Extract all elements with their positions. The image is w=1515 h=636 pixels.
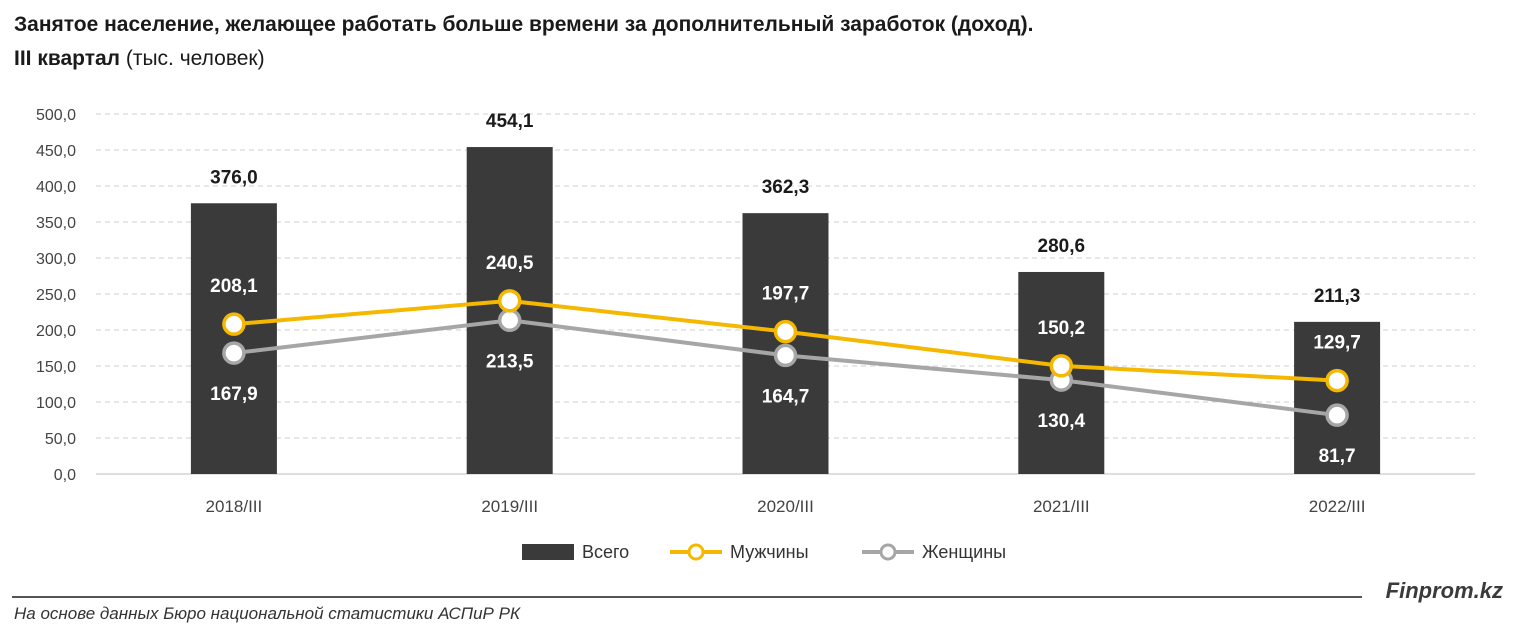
y-tick-label: 0,0 bbox=[54, 467, 76, 484]
y-tick-label: 300,0 bbox=[36, 251, 76, 268]
bar-2022/III bbox=[1294, 321, 1381, 474]
series-point-Мужчины bbox=[222, 312, 246, 336]
series-point-Женщины bbox=[222, 341, 246, 365]
men-value-label: 129,7 bbox=[1313, 333, 1361, 354]
series-point-Женщины bbox=[773, 343, 798, 368]
bar-2020/III bbox=[742, 213, 829, 475]
legend-label: Женщины bbox=[922, 542, 1006, 562]
x-tick-label: 2019/III bbox=[481, 497, 538, 516]
x-tick-label: 2021/III bbox=[1033, 497, 1090, 516]
men-value-label: 197,7 bbox=[762, 284, 810, 305]
series-point-Мужчины bbox=[1049, 354, 1074, 378]
x-tick-label: 2020/III bbox=[757, 497, 814, 516]
bar-value-label: 280,6 bbox=[1038, 236, 1086, 257]
legend-swatch-marker bbox=[687, 543, 705, 561]
legend-swatch-marker bbox=[879, 543, 897, 561]
bar-value-label: 362,3 bbox=[762, 177, 810, 198]
chart-svg: 0,0 50,0 100,0 150,0 200,0 250,0 300,0 350,0 400… bbox=[36, 107, 1475, 562]
legend-label: Всего bbox=[582, 542, 629, 562]
legend-swatch-bar bbox=[522, 544, 574, 560]
title-units: (тыс. человек) bbox=[120, 47, 265, 70]
series-point-Мужчины bbox=[497, 289, 522, 313]
women-value-label: 213,5 bbox=[486, 351, 534, 372]
women-value-label: 164,7 bbox=[762, 386, 810, 407]
title-line-2: III квартал (тыс. человек) bbox=[14, 42, 1504, 76]
women-value-label: 81,7 bbox=[1319, 446, 1356, 467]
title-line-1: Занятое население, желающее работать бол… bbox=[14, 13, 1034, 36]
men-value-label: 150,2 bbox=[1038, 318, 1086, 339]
y-tick-label: 200,0 bbox=[36, 323, 76, 340]
series-point-Женщины bbox=[1325, 403, 1349, 427]
y-tick-label: 250,0 bbox=[36, 287, 76, 304]
men-value-label: 208,1 bbox=[210, 276, 258, 297]
x-tick-label: 2022/III bbox=[1309, 497, 1366, 516]
legend-label: Мужчины bbox=[730, 542, 809, 562]
women-value-label: 167,9 bbox=[210, 384, 258, 405]
brand-logo-text: Finprom.kz bbox=[1385, 578, 1503, 603]
bar-2018/III bbox=[190, 203, 277, 474]
bar-value-label: 454,1 bbox=[486, 111, 534, 132]
series-point-Мужчины bbox=[1325, 368, 1349, 393]
chart-title: Занятое население, желающее работать бол… bbox=[14, 8, 1504, 76]
source-note: На основе данных Бюро национальной стати… bbox=[14, 604, 520, 623]
y-tick-label: 500,0 bbox=[36, 107, 76, 124]
bar-value-label: 376,0 bbox=[210, 167, 258, 188]
footer-divider bbox=[12, 596, 1362, 598]
title-quarter: III квартал bbox=[14, 47, 121, 70]
y-tick-label: 350,0 bbox=[36, 215, 76, 232]
y-tick-label: 400,0 bbox=[36, 179, 76, 196]
women-value-label: 130,4 bbox=[1038, 411, 1086, 432]
men-value-label: 240,5 bbox=[486, 253, 534, 274]
y-tick-label: 100,0 bbox=[36, 395, 76, 412]
x-tick-label: 2018/III bbox=[206, 497, 263, 516]
bar-value-label: 211,3 bbox=[1314, 286, 1361, 307]
series-point-Женщины bbox=[497, 308, 522, 333]
y-tick-label: 450,0 bbox=[36, 143, 76, 160]
y-tick-label: 150,0 bbox=[36, 359, 76, 376]
y-tick-label: 50,0 bbox=[45, 431, 76, 448]
series-point-Мужчины bbox=[773, 319, 798, 344]
